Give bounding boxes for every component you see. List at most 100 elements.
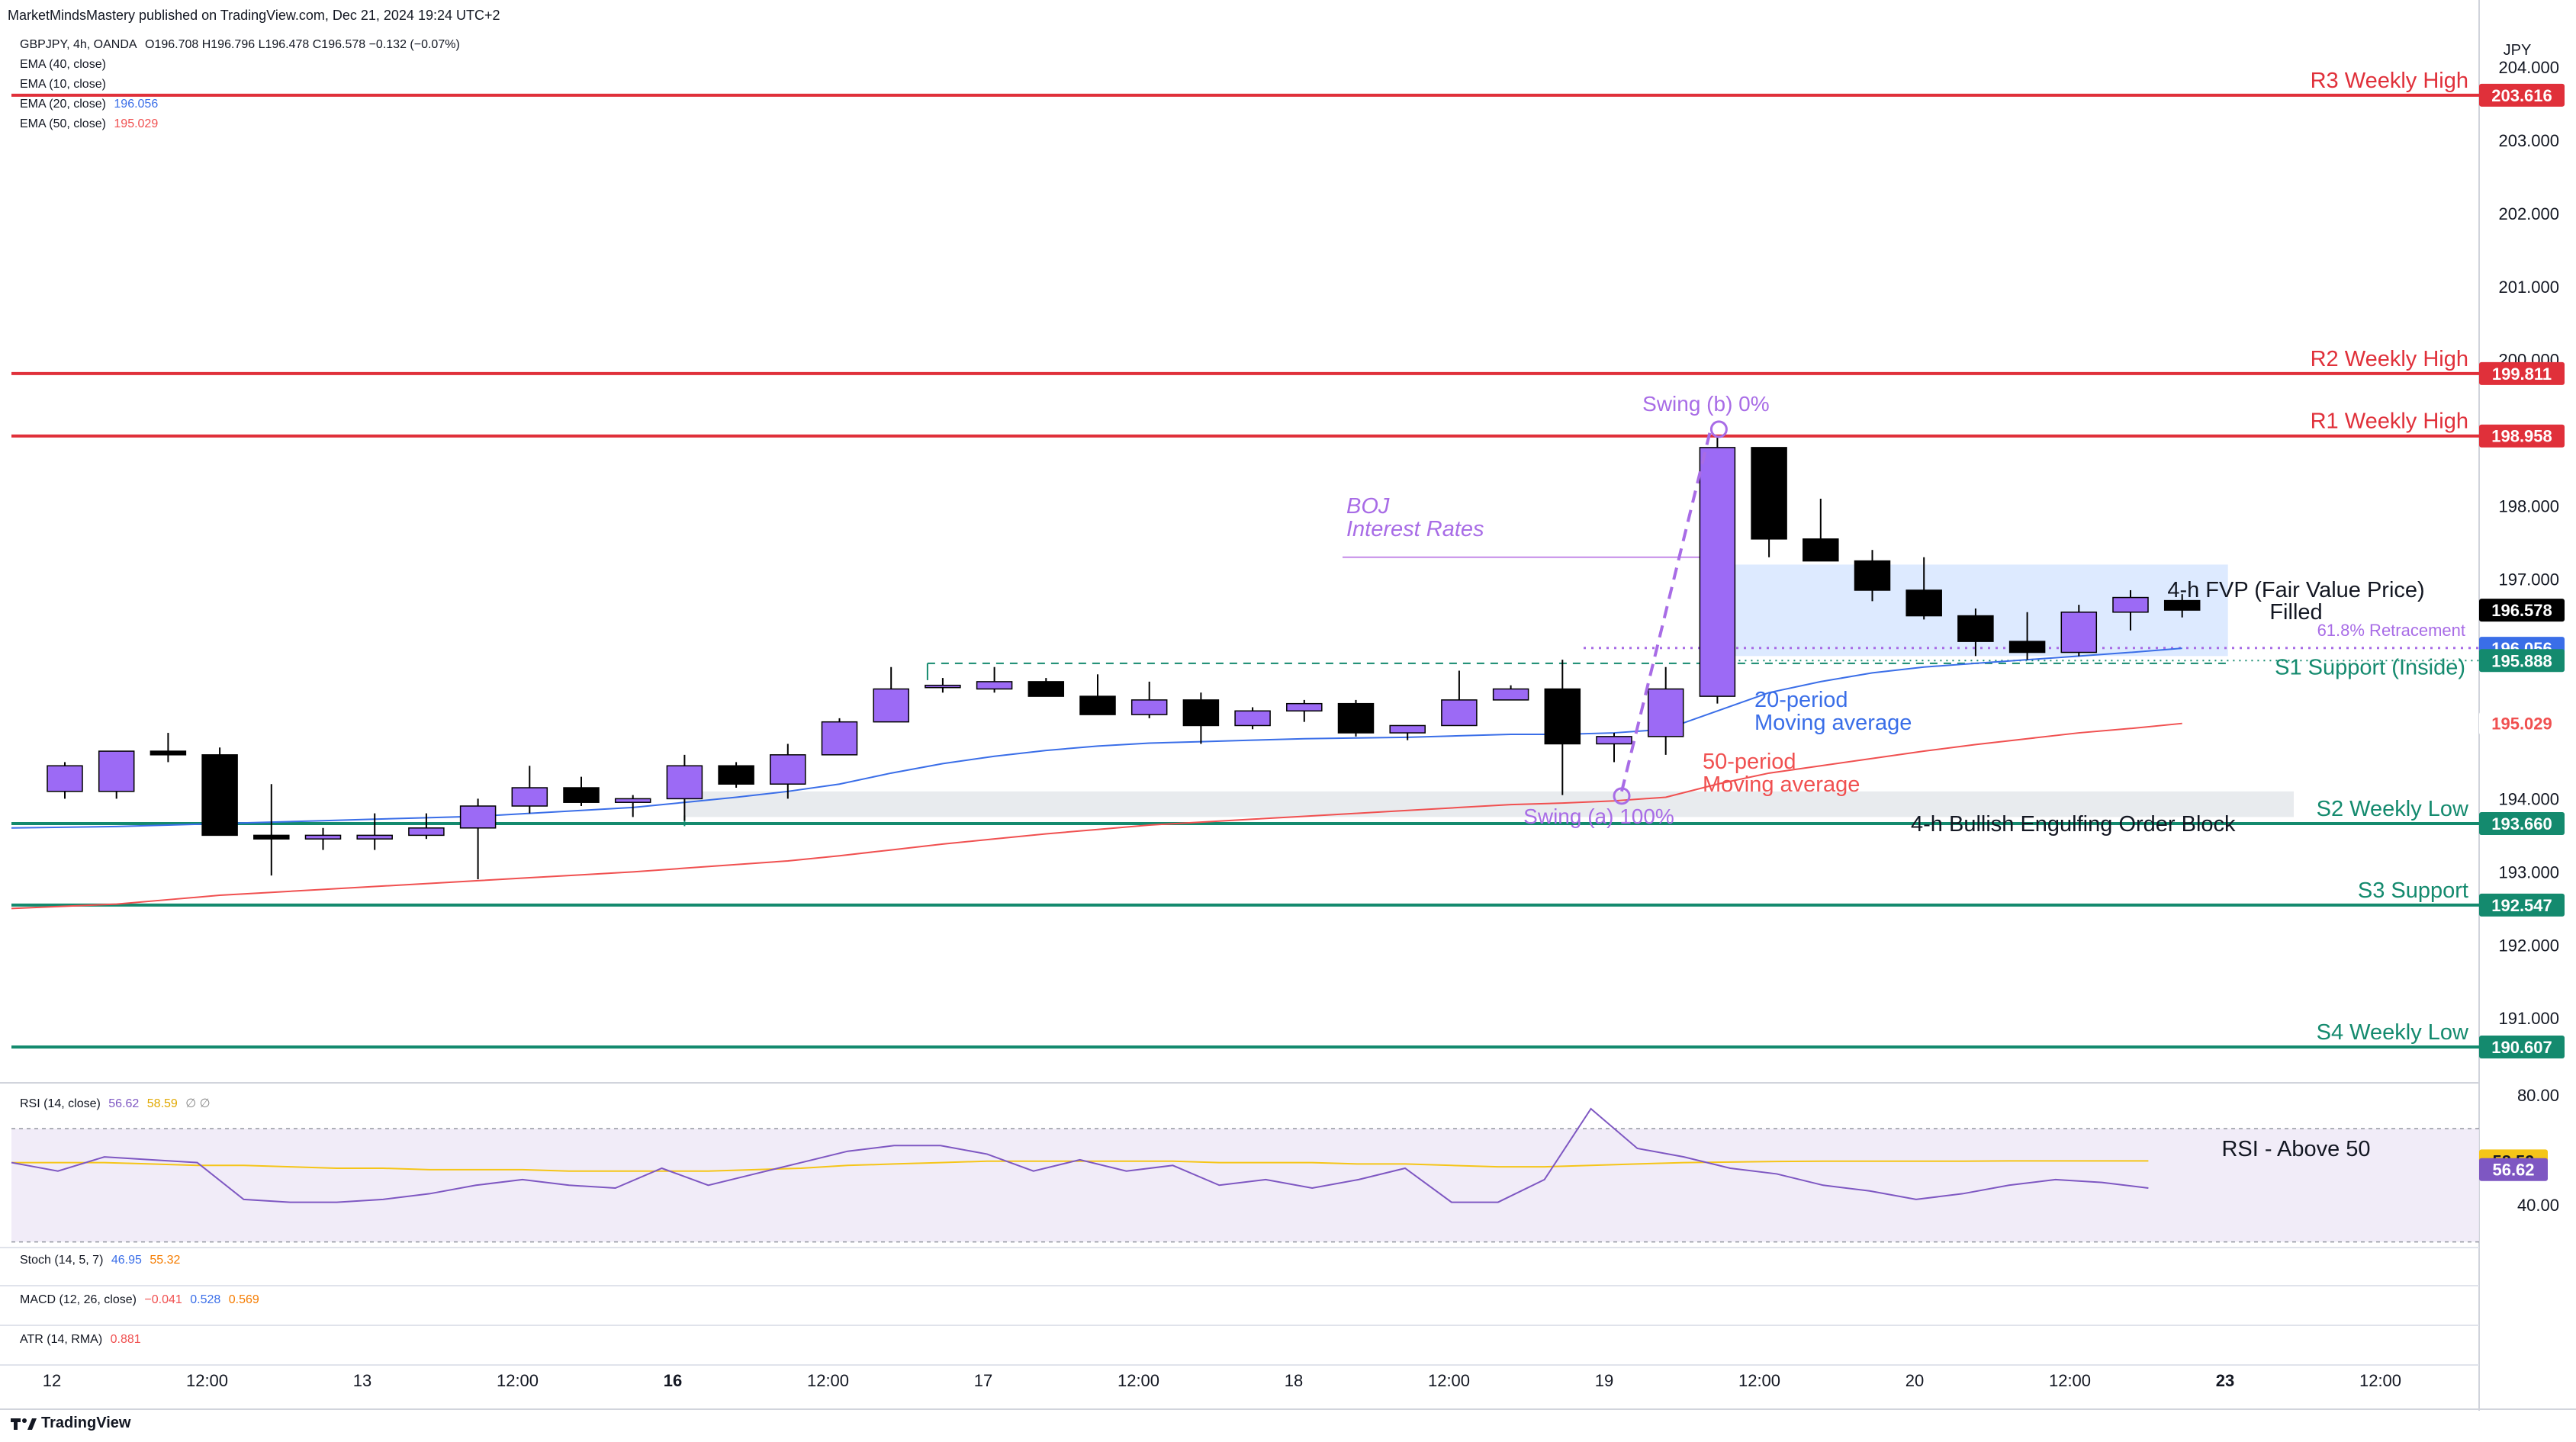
rsi-tick-label: 80.00	[2517, 1086, 2559, 1105]
candle[interactable]	[873, 688, 909, 723]
macd-value: −0.041	[144, 1293, 182, 1306]
candle[interactable]	[1854, 560, 1891, 591]
level-label: R3 Weekly High	[2311, 69, 2468, 93]
swing-a-marker[interactable]	[1613, 787, 1631, 805]
current-price-badge[interactable]	[2479, 649, 2565, 673]
candle[interactable]	[150, 750, 187, 756]
tradingview-watermark[interactable]: TradingView	[11, 1415, 130, 1432]
candle[interactable]	[1182, 699, 1220, 727]
rsi-line[interactable]	[11, 1107, 2149, 1203]
level-price-badge[interactable]	[2479, 812, 2565, 836]
candle[interactable]	[1803, 538, 1839, 562]
candle[interactable]	[2008, 641, 2046, 654]
candle[interactable]	[356, 834, 393, 840]
rsi-legend[interactable]: RSI (14, close) 56.62 58.59 ∅ ∅	[20, 1096, 215, 1111]
atr-legend[interactable]: ATR (14, RMA) 0.881	[20, 1333, 146, 1347]
ema40-legend[interactable]: EMA (40, close)	[20, 58, 106, 71]
time-tick-label: 12:00	[1118, 1371, 1159, 1390]
candle[interactable]	[718, 765, 754, 785]
candle[interactable]	[1234, 710, 1271, 727]
level-price-badge[interactable]	[2479, 893, 2565, 917]
order-block-zone[interactable]	[684, 791, 2295, 817]
candle[interactable]	[511, 787, 548, 807]
ema50-legend[interactable]: EMA (50, close) 195.029	[20, 117, 162, 131]
time-tick-label: 17	[974, 1371, 992, 1390]
fvp-label: 4-h FVP (Fair Value Price)	[2167, 578, 2424, 602]
rsi-tick-label: 40.00	[2517, 1196, 2559, 1215]
candle[interactable]	[1079, 695, 1116, 715]
rsi-value-badge[interactable]	[2479, 1158, 2548, 1181]
macd-hist: 0.569	[228, 1293, 259, 1306]
candle[interactable]	[459, 805, 497, 829]
candle[interactable]	[201, 754, 238, 837]
price-tick-label: 203.000	[2498, 131, 2559, 150]
level-price-badge[interactable]	[2479, 361, 2565, 385]
fvp-zone[interactable]	[1709, 564, 2228, 657]
level-price-badge-text: 193.660	[2491, 814, 2552, 833]
time-tick-label: 12:00	[186, 1371, 228, 1390]
level-price-badge[interactable]	[2479, 1035, 2565, 1058]
candle[interactable]	[1130, 699, 1168, 715]
stoch-d: 55.32	[150, 1254, 181, 1267]
price-tick-label: 191.000	[2498, 1009, 2559, 1028]
price-tick-label: 192.000	[2498, 936, 2559, 955]
candle[interactable]	[2163, 599, 2201, 611]
atr-value: 0.881	[110, 1333, 141, 1346]
candle[interactable]	[2060, 612, 2098, 654]
s1-label: S1 Support (Inside)	[2275, 655, 2465, 679]
candle[interactable]	[821, 721, 858, 756]
level-price-badge[interactable]	[2479, 424, 2565, 448]
candle[interactable]	[1957, 615, 1994, 642]
candle[interactable]	[614, 798, 651, 803]
candle[interactable]	[1337, 702, 1375, 734]
stoch-legend[interactable]: Stoch (14, 5, 7) 46.95 55.32	[20, 1254, 185, 1267]
symbol-label[interactable]: GBPJPY, 4h, OANDA	[20, 38, 137, 51]
level-price-badge[interactable]	[2479, 83, 2565, 107]
candle[interactable]	[1286, 702, 1323, 712]
candle[interactable]	[2112, 596, 2149, 613]
swing-dashed-line[interactable]	[1620, 432, 1712, 792]
fvp-label: Filled	[2269, 600, 2322, 625]
level-label: S3 Support	[2358, 878, 2468, 903]
time-tick-label: 20	[1905, 1371, 1924, 1390]
ema50-annotation: Moving average	[1703, 772, 1860, 797]
rsi-legend-ma: 58.59	[146, 1097, 178, 1110]
ema20-line[interactable]	[11, 647, 2182, 829]
candle[interactable]	[1699, 447, 1736, 697]
candle[interactable]	[408, 827, 445, 837]
stoch-k: 46.95	[111, 1254, 142, 1267]
current-price-badge[interactable]	[2479, 711, 2565, 735]
candle[interactable]	[770, 754, 806, 785]
candle[interactable]	[1441, 699, 1478, 727]
candle[interactable]	[1028, 681, 1065, 697]
candle[interactable]	[1596, 736, 1632, 745]
candle[interactable]	[1389, 724, 1426, 734]
ema10-legend[interactable]: EMA (10, close)	[20, 78, 106, 91]
candle[interactable]	[304, 834, 342, 840]
ema50-line[interactable]	[11, 722, 2182, 910]
candle[interactable]	[253, 834, 290, 840]
swing-b-marker[interactable]	[1709, 420, 1728, 438]
publish-header: MarketMindsMastery published on TradingV…	[8, 8, 500, 23]
ema20-annotation: 20-period	[1754, 688, 1848, 712]
candle[interactable]	[1492, 688, 1529, 701]
level-label: R2 Weekly High	[2311, 347, 2468, 371]
candle[interactable]	[1647, 688, 1684, 737]
candle[interactable]	[666, 765, 703, 800]
candle[interactable]	[925, 684, 961, 689]
candle[interactable]	[1905, 589, 1942, 617]
candle[interactable]	[98, 750, 135, 792]
ema20-legend[interactable]: EMA (20, close) 196.056	[20, 98, 162, 111]
rsi-ma-line[interactable]	[11, 1160, 2149, 1172]
candle[interactable]	[1751, 447, 1787, 540]
boj-label: Interest Rates	[1346, 517, 1484, 541]
candle[interactable]	[563, 787, 600, 803]
candle[interactable]	[1544, 688, 1581, 745]
macd-legend[interactable]: MACD (12, 26, close) −0.041 0.528 0.569	[20, 1293, 264, 1307]
candle[interactable]	[47, 765, 83, 792]
level-price-badge-text: 190.607	[2491, 1038, 2552, 1057]
current-price-badge[interactable]	[2479, 599, 2565, 622]
price-tick-label: 198.000	[2498, 497, 2559, 516]
candle[interactable]	[976, 681, 1013, 690]
